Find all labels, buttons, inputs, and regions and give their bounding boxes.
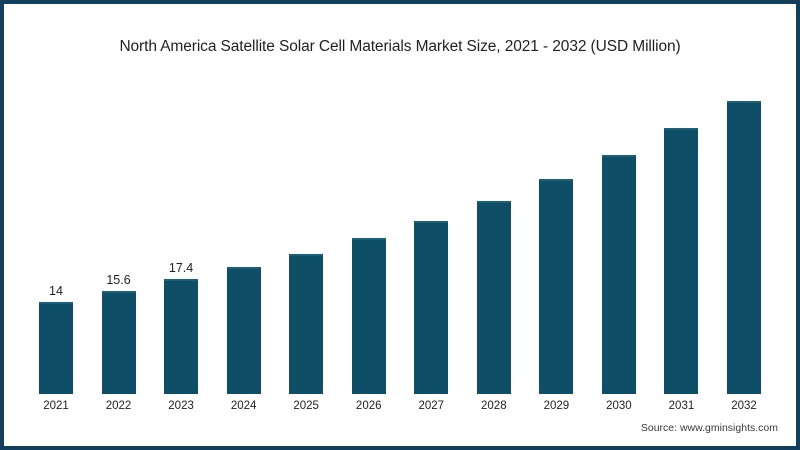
bar-group xyxy=(476,84,511,394)
bar[interactable] xyxy=(476,201,511,394)
bar-group xyxy=(727,84,761,394)
bar[interactable] xyxy=(727,101,761,394)
bar-group xyxy=(664,84,699,394)
x-tick-label: 2028 xyxy=(481,400,507,412)
x-tick-label: 2031 xyxy=(668,400,695,412)
bar-value-label: 17.4 xyxy=(168,261,194,276)
x-tick-label: 2032 xyxy=(731,400,757,412)
x-tick-label: 2022 xyxy=(105,400,132,412)
bar-group xyxy=(539,84,574,394)
plot-area: 14 15.6 17.4 xyxy=(39,84,761,394)
bar[interactable] xyxy=(226,267,261,394)
bar-group xyxy=(289,84,324,394)
x-tick-label: 2029 xyxy=(543,400,570,412)
bar-group xyxy=(226,84,261,394)
bar-value-label: 15.6 xyxy=(106,273,131,288)
bar-group: 17.4 xyxy=(164,84,199,394)
x-axis: 2021 2022 2023 2024 2025 2026 2027 2028 2029 2030… xyxy=(39,400,761,420)
bar[interactable] xyxy=(664,128,699,394)
x-tick-label: 2030 xyxy=(606,400,632,412)
bar[interactable] xyxy=(351,238,386,394)
bar[interactable] xyxy=(414,220,449,394)
bar[interactable] xyxy=(289,253,324,394)
x-tick-label: 2027 xyxy=(418,400,445,412)
x-tick-label: 2024 xyxy=(230,400,257,412)
x-tick-label: 2021 xyxy=(43,400,69,412)
x-tick-label: 2023 xyxy=(168,400,194,412)
x-tick-label: 2025 xyxy=(293,400,319,412)
bar-group: 14 xyxy=(39,84,73,394)
bar-group xyxy=(414,84,449,394)
x-tick-label: 2026 xyxy=(355,400,382,412)
bar[interactable] xyxy=(164,279,199,394)
bar[interactable] xyxy=(539,178,574,394)
bar-group xyxy=(601,84,636,394)
bar[interactable] xyxy=(39,301,73,394)
bar-value-label: 14 xyxy=(49,283,63,298)
bar[interactable] xyxy=(601,155,636,394)
bar-group: 15.6 xyxy=(101,84,136,394)
bar-group xyxy=(351,84,386,394)
bar[interactable] xyxy=(101,291,136,394)
chart-title: North America Satellite Solar Cell Mater… xyxy=(119,38,681,55)
source-attribution: Source: www.gminsights.com xyxy=(640,422,778,434)
